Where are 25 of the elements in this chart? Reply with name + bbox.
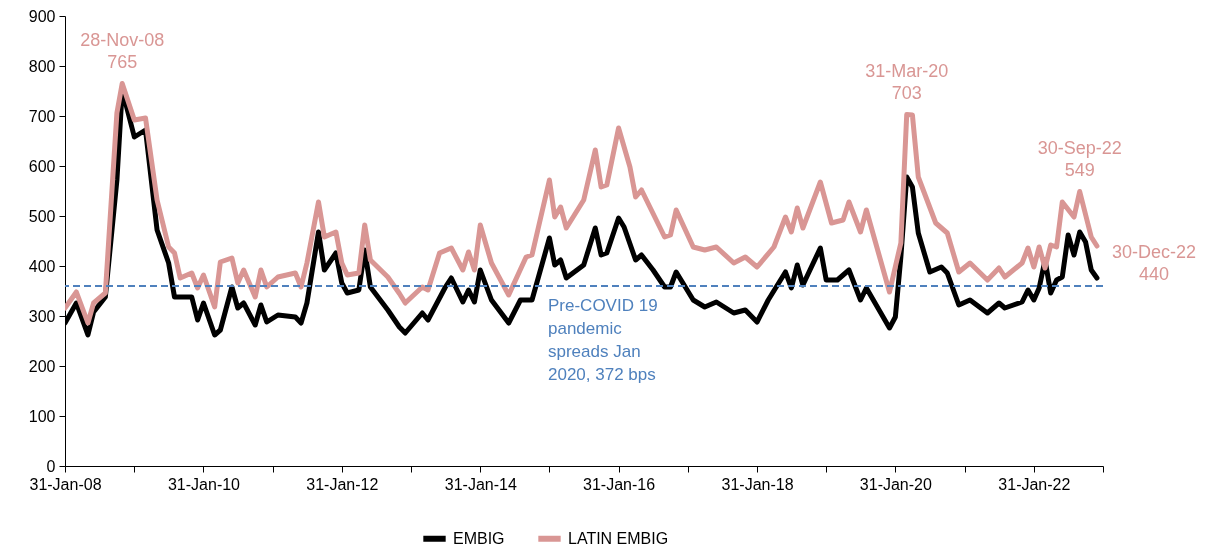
y-tick-label: 800: [28, 57, 56, 75]
y-tick-label: 900: [28, 7, 56, 25]
x-tick-label: 31-Jan-14: [444, 475, 517, 493]
legend-label: EMBIG: [453, 529, 505, 547]
ref-line-label: Pre-COVID 19 pandemic spreads Jan 2020, 372 bps: [548, 296, 658, 384]
legend-label: LATIN EMBIG: [568, 529, 669, 547]
annotation: 30-Sep-22 549: [1037, 137, 1122, 180]
y-tick-label: 100: [28, 407, 56, 425]
annotation: 28-Nov-08 765: [80, 29, 165, 72]
y-tick-label: 500: [28, 207, 56, 225]
y-tick-label: 0: [46, 457, 56, 475]
y-tick-label: 700: [28, 107, 56, 125]
x-tick-label: 31-Jan-08: [29, 475, 102, 493]
x-tick-label: 31-Jan-18: [721, 475, 794, 493]
y-tick-label: 300: [28, 307, 56, 325]
x-tick-label: 31-Jan-20: [859, 475, 932, 493]
y-tick-label: 400: [28, 257, 56, 275]
x-tick-label: 31-Jan-22: [998, 475, 1071, 493]
x-tick-label: 31-Jan-10: [167, 475, 241, 493]
y-tick-label: 200: [28, 357, 56, 375]
x-tick-label: 31-Jan-16: [583, 475, 656, 493]
y-tick-label: 600: [28, 157, 56, 175]
annotation: 30-Dec-22 440: [1111, 242, 1196, 284]
x-tick-label: 31-Jan-12: [306, 475, 379, 493]
annotation: 31-Mar-20 703: [865, 60, 949, 103]
